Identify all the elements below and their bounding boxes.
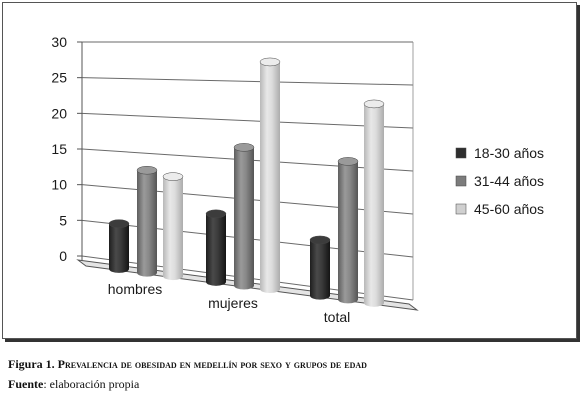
- bar-base: [137, 268, 157, 277]
- bar-top: [259, 57, 281, 67]
- bar-top: [337, 157, 359, 166]
- legend-label: 31-44 años: [474, 173, 544, 189]
- y-tick-label: 0: [59, 248, 67, 264]
- legend-swatch: [455, 203, 467, 215]
- bar-top: [363, 99, 385, 109]
- bar-top: [162, 172, 184, 181]
- x-tick-label: total: [324, 309, 350, 325]
- bar: [309, 235, 331, 300]
- bar: [337, 157, 359, 304]
- bar-base: [206, 277, 226, 286]
- bar-base: [234, 281, 254, 290]
- caption-prefix: Figura 1.: [8, 357, 55, 371]
- caption-text: Prevalencia de obesidad en medellín por …: [57, 357, 367, 371]
- bar-body: [310, 239, 330, 296]
- bar: [162, 172, 184, 281]
- bar-top: [136, 165, 158, 175]
- bar: [136, 165, 158, 277]
- bar: [363, 99, 385, 307]
- bar-body: [338, 161, 358, 300]
- bar-body: [163, 176, 183, 277]
- gridline: [81, 112, 414, 129]
- bar-base: [310, 291, 330, 300]
- bar-base: [338, 295, 358, 304]
- y-tick-label: 30: [51, 34, 67, 50]
- bar-body: [364, 103, 384, 303]
- bar-body: [137, 170, 157, 273]
- legend-label: 45-60 años: [474, 201, 544, 217]
- bars: [108, 57, 385, 307]
- bar-body: [206, 213, 226, 282]
- figure-caption: Figura 1. Prevalencia de obesidad en med…: [8, 357, 367, 372]
- bar-base: [260, 284, 280, 293]
- legend: 18-30 años 31-44 años 45-60 años: [455, 145, 544, 217]
- legend-swatch: [455, 175, 467, 187]
- x-tick-label: mujeres: [208, 295, 258, 311]
- figure-source: Fuente: elaboración propia: [8, 377, 139, 392]
- bar-body: [109, 223, 129, 269]
- x-axis-labels: hombres mujeres total: [108, 281, 350, 325]
- bar-base: [109, 264, 129, 273]
- legend-label: 18-30 años: [474, 145, 544, 161]
- bar: [233, 143, 255, 290]
- bar: [108, 219, 130, 273]
- source-label: Fuente: [8, 377, 44, 391]
- bar-base: [163, 272, 183, 281]
- bar-top: [205, 209, 227, 219]
- source-text: : elaboración propia: [43, 377, 140, 391]
- bar-top: [309, 235, 331, 245]
- gridline: [81, 77, 414, 86]
- bar: [205, 209, 227, 286]
- y-tick-label: 25: [51, 70, 67, 86]
- y-tick-label: 10: [51, 177, 67, 193]
- bar-top: [233, 143, 255, 152]
- y-axis-ticks: 0 5 10 15 20 25 30: [51, 34, 82, 264]
- x-tick-label: hombres: [108, 281, 162, 297]
- y-tick-label: 15: [51, 141, 67, 157]
- bar-body: [260, 61, 280, 289]
- y-tick-label: 5: [59, 212, 67, 228]
- bar-chart: 0 5 10 15 20 25 30 hombres mujeres total 18-30 a…: [51, 34, 544, 325]
- bar-base: [364, 298, 384, 307]
- bar-top: [108, 219, 130, 228]
- bar: [259, 57, 281, 293]
- y-tick-label: 20: [51, 105, 67, 121]
- legend-swatch: [455, 147, 467, 159]
- bar-body: [234, 147, 254, 286]
